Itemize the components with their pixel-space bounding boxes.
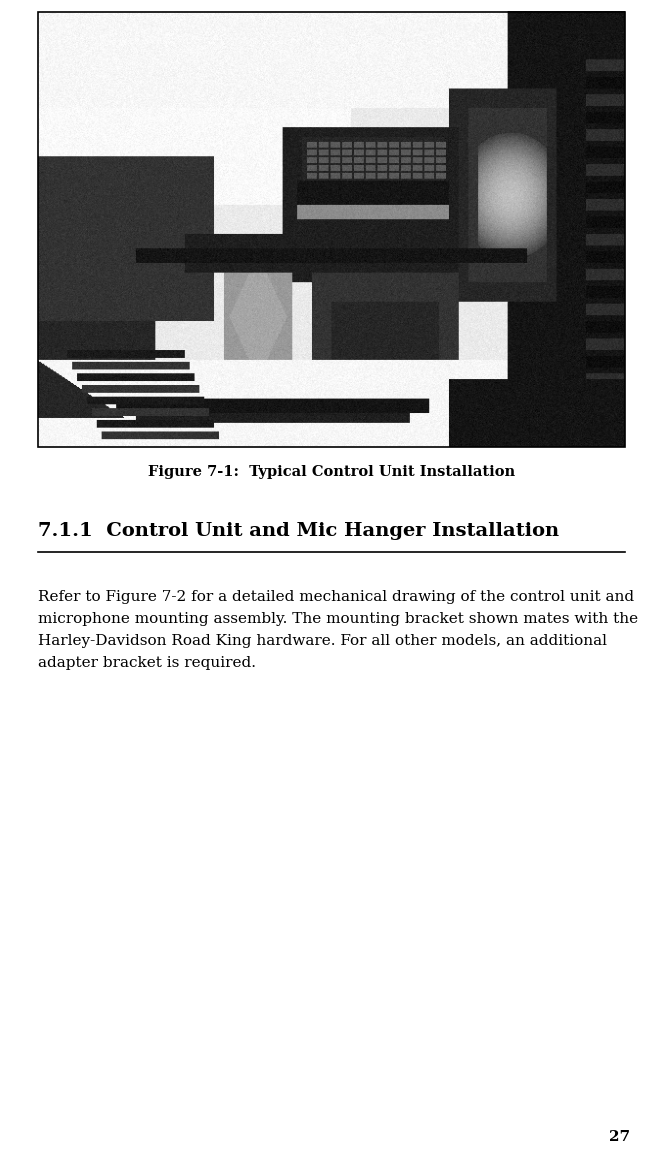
Text: Harley-Davidson Road King hardware. For all other models, an additional: Harley-Davidson Road King hardware. For … bbox=[38, 634, 607, 648]
Text: 27: 27 bbox=[609, 1129, 630, 1145]
Text: adapter bracket is required.: adapter bracket is required. bbox=[38, 657, 256, 670]
Text: microphone mounting assembly. The mounting bracket shown mates with the: microphone mounting assembly. The mounti… bbox=[38, 612, 638, 626]
Text: 7.1.1  Control Unit and Mic Hanger Installation: 7.1.1 Control Unit and Mic Hanger Instal… bbox=[38, 522, 559, 540]
Bar bbox=[38, 12, 625, 447]
Text: Refer to Figure 7-2 for a detailed mechanical drawing of the control unit and: Refer to Figure 7-2 for a detailed mecha… bbox=[38, 590, 634, 604]
Text: Figure 7-1:  Typical Control Unit Installation: Figure 7-1: Typical Control Unit Install… bbox=[148, 465, 515, 479]
